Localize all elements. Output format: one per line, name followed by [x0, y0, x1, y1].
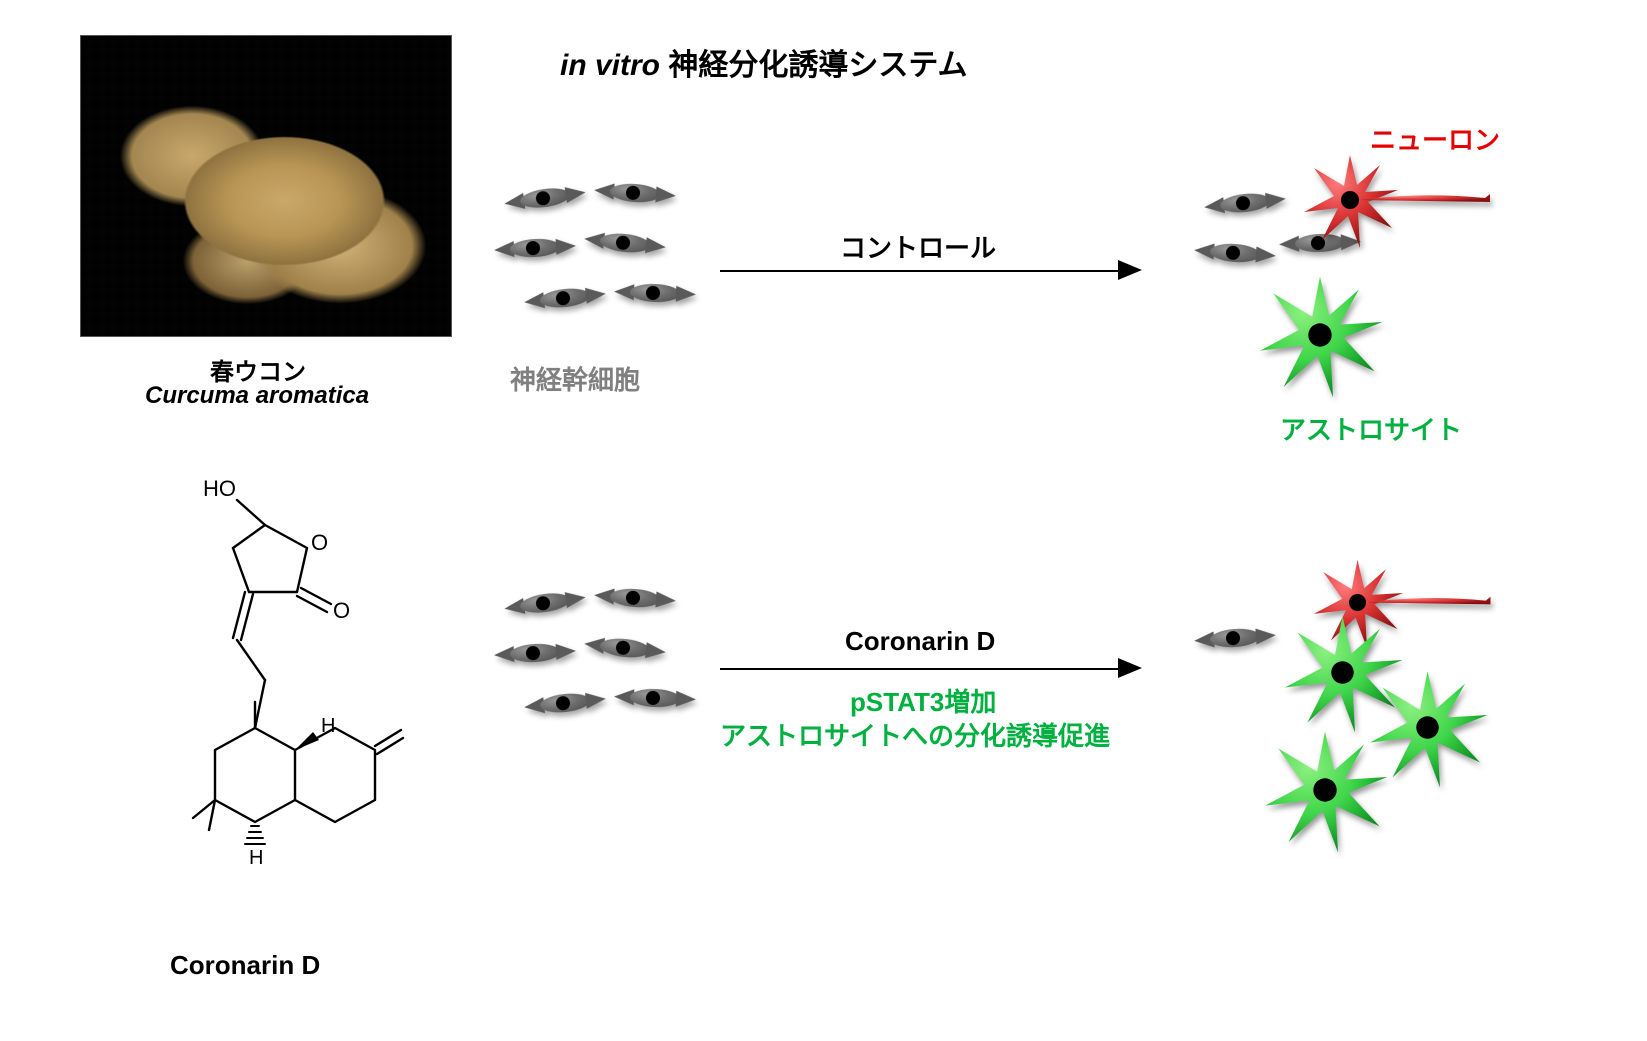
- arrow-coronarin-top: Coronarin D: [845, 626, 995, 657]
- stem-cell-cluster-1: [500, 175, 730, 345]
- arrow-coronarin-b2: アストロサイトへの分化誘導促進: [720, 716, 1110, 753]
- astrocyte-cell-c: [1260, 725, 1390, 860]
- chem-H2: H: [249, 847, 263, 869]
- result-cluster-coronarin: [1200, 555, 1560, 875]
- arrow-control: [720, 270, 1120, 272]
- result-cluster-control: [1200, 150, 1550, 430]
- compound-name: Coronarin D: [170, 950, 320, 981]
- arrow-control-label: コントロール: [840, 228, 996, 265]
- astrocyte-cell: [1255, 270, 1385, 405]
- neuron-cell: [1300, 150, 1500, 255]
- arrow-coronarin: [720, 668, 1120, 670]
- chem-H1: H: [321, 715, 335, 737]
- chemical-structure: HO O O H H: [115, 470, 405, 930]
- title-italic: in vitro: [560, 49, 660, 82]
- neuron-label: ニューロン: [1370, 120, 1500, 157]
- photo-caption-latin: Curcuma aromatica: [145, 382, 369, 410]
- chem-carbonyl-O: O: [333, 598, 350, 623]
- chem-HO: HO: [203, 476, 236, 501]
- arrow-coronarin-b1: pSTAT3増加: [850, 682, 996, 719]
- stem-cell-label: 神経幹細胞: [510, 360, 640, 397]
- chem-ring-O: O: [311, 530, 328, 555]
- astrocyte-label: アストロサイト: [1280, 410, 1462, 447]
- diagram-title: in vitro 神経分化誘導システム: [560, 40, 967, 84]
- title-rest: 神経分化誘導システム: [660, 49, 967, 82]
- stem-cell-cluster-2: [500, 580, 730, 750]
- arrow-control-head: [1118, 260, 1142, 280]
- curcuma-photo: [80, 35, 452, 337]
- arrow-coronarin-head: [1118, 658, 1142, 678]
